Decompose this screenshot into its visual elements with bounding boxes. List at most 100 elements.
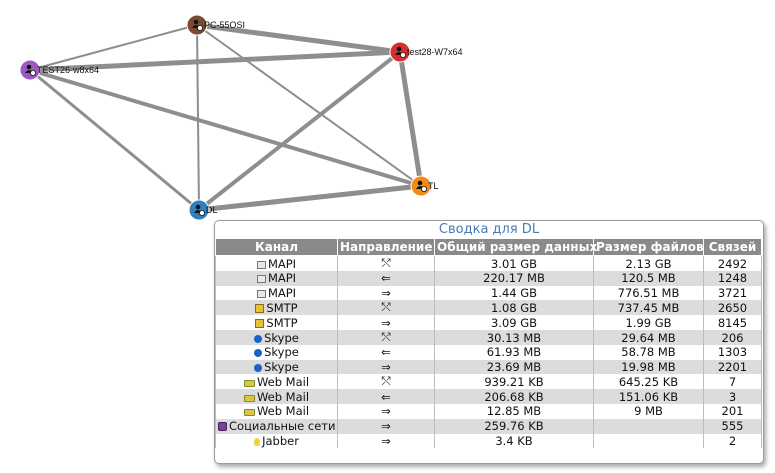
user-icon (395, 46, 406, 59)
graph-edge-pc55-test28 (194, 22, 403, 55)
graph-nodes: PC-55OSI test28-W7x64 TEST26-w8x64 TL DL (19, 14, 463, 221)
web-mail-icon (243, 394, 255, 402)
cell-total-size: 3.09 GB (434, 315, 594, 331)
cell-file-size: 1.99 GB (593, 315, 704, 331)
cell-total-size: 1.44 GB (434, 285, 594, 301)
channel-label: Skype (264, 360, 299, 375)
cell-links: 2 (703, 433, 762, 449)
graph-edge-tl-dl (196, 183, 424, 213)
cell-channel: Web Mail (215, 389, 338, 405)
graph-node-test28[interactable]: test28-W7x64 (389, 41, 463, 63)
cell-channel: SMTP (215, 315, 338, 331)
skype-icon (254, 364, 263, 373)
table-row: MAPI ⇐ 220.17 MB 120.5 MB 1248 (215, 271, 762, 286)
node-label: TL (428, 181, 439, 191)
cell-total-size: 61.93 MB (434, 345, 594, 360)
cell-direction: ⇐ (337, 271, 435, 286)
graph-edge-test28-tl (397, 49, 424, 189)
node-label: TEST26-w8x64 (37, 65, 99, 75)
cell-direction: ⇒ (337, 418, 435, 434)
web-mail-icon (243, 379, 255, 387)
table-row: Web Mail ⤲ 939.21 KB 645.25 KB 7 (215, 374, 762, 390)
table-row: SMTP ⇒ 3.09 GB 1.99 GB 8145 (215, 315, 762, 331)
cell-links: 2492 (703, 255, 762, 271)
cell-file-size: 2.13 GB (593, 255, 704, 271)
cell-total-size: 3.4 KB (434, 433, 594, 449)
cell-channel: Web Mail (215, 404, 338, 419)
graph-edge-pc55-tl (196, 24, 422, 187)
cell-direction: ⤲ (337, 300, 435, 316)
cell-total-size: 939.21 KB (434, 374, 594, 390)
graph-edge-test28-dl (197, 50, 402, 212)
graph-edge-test28-test26 (27, 49, 403, 73)
cell-channel: Социальные сети (215, 418, 338, 434)
table-row: SMTP ⤲ 1.08 GB 737.45 MB 2650 (215, 300, 762, 316)
cell-links: 3721 (703, 285, 762, 301)
cell-direction: ⇒ (337, 359, 435, 375)
cell-direction: ⤲ (337, 330, 435, 346)
table-header-row: Канал Направление Общий размер данных Ра… (215, 238, 762, 256)
cell-direction: ⇒ (337, 404, 435, 419)
cell-file-size: 776.51 MB (593, 285, 704, 301)
cell-file-size: 151.06 KB (593, 389, 704, 405)
cell-total-size: 206.68 KB (434, 389, 594, 405)
table-row: Социальные сети ⇒ 259.76 KB 555 (215, 418, 762, 434)
cell-channel: Skype (215, 359, 338, 375)
channel-label: Социальные сети (229, 419, 336, 434)
user-icon (194, 204, 205, 216)
mapi-icon (256, 275, 266, 284)
channel-label: Skype (264, 330, 299, 345)
cell-links: 7 (703, 374, 762, 390)
table-row: Skype ⇒ 23.69 MB 19.98 MB 2201 (215, 359, 762, 375)
node-label: DL (206, 205, 218, 215)
cell-file-size: 19.98 MB (593, 359, 704, 375)
cell-channel: SMTP (215, 300, 338, 316)
header-direction: Направление (337, 238, 435, 256)
cell-links: 2201 (703, 359, 762, 375)
mapi-icon (256, 260, 266, 269)
table-row: Jabber ⇒ 3.4 KB 2 (215, 433, 762, 449)
graph-edges (27, 22, 424, 213)
smtp-icon (255, 303, 265, 313)
cell-links: 8145 (703, 315, 762, 331)
channel-label: SMTP (266, 300, 298, 315)
node-label: test28-W7x64 (407, 47, 463, 57)
graph-node-tl[interactable]: TL (410, 175, 439, 197)
node-label: PC-55OSI (204, 20, 245, 30)
cell-total-size: 259.76 KB (434, 418, 594, 434)
table-row: Skype ⤲ 30.13 MB 29.64 MB 206 (215, 330, 762, 346)
cell-direction: ⇐ (337, 389, 435, 405)
summary-table: Канал Направление Общий размер данных Ра… (215, 238, 762, 449)
cell-file-size (593, 418, 704, 434)
channel-label: MAPI (267, 271, 297, 286)
cell-file-size: 9 MB (593, 404, 704, 419)
cell-channel: MAPI (215, 285, 338, 301)
header-total-size: Общий размер данных (434, 238, 597, 256)
cell-total-size: 1.08 GB (434, 300, 594, 316)
social-network-icon (218, 422, 227, 432)
graph-edge-pc55-dl (196, 24, 200, 211)
graph-node-test26[interactable]: TEST26-w8x64 (19, 59, 99, 81)
channel-label: MAPI (267, 286, 297, 301)
summary-title: Сводка для DL (438, 222, 540, 237)
skype-icon (254, 349, 263, 358)
cell-links: 1248 (703, 271, 762, 286)
mapi-icon (256, 290, 266, 299)
channel-label: Web Mail (256, 374, 310, 389)
cell-total-size: 30.13 MB (434, 330, 594, 346)
cell-direction: ⇒ (337, 315, 435, 331)
graph-edge-test26-tl (28, 68, 423, 188)
jabber-icon (254, 437, 261, 446)
graph-node-dl[interactable]: DL (188, 199, 218, 221)
cell-file-size: 120.5 MB (593, 271, 704, 286)
header-links: Связей (703, 238, 762, 256)
cell-direction: ⇐ (337, 345, 435, 360)
graph-node-pc55[interactable]: PC-55OSI (186, 14, 245, 36)
cell-file-size: 645.25 KB (593, 374, 704, 390)
cell-links: 555 (703, 418, 762, 434)
cell-channel: MAPI (215, 255, 338, 271)
header-channel: Канал (215, 238, 338, 256)
cell-links: 206 (703, 330, 762, 346)
graph-edge-pc55-test26 (29, 24, 198, 71)
table-row: Web Mail ⇐ 206.68 KB 151.06 KB 3 (215, 389, 762, 405)
